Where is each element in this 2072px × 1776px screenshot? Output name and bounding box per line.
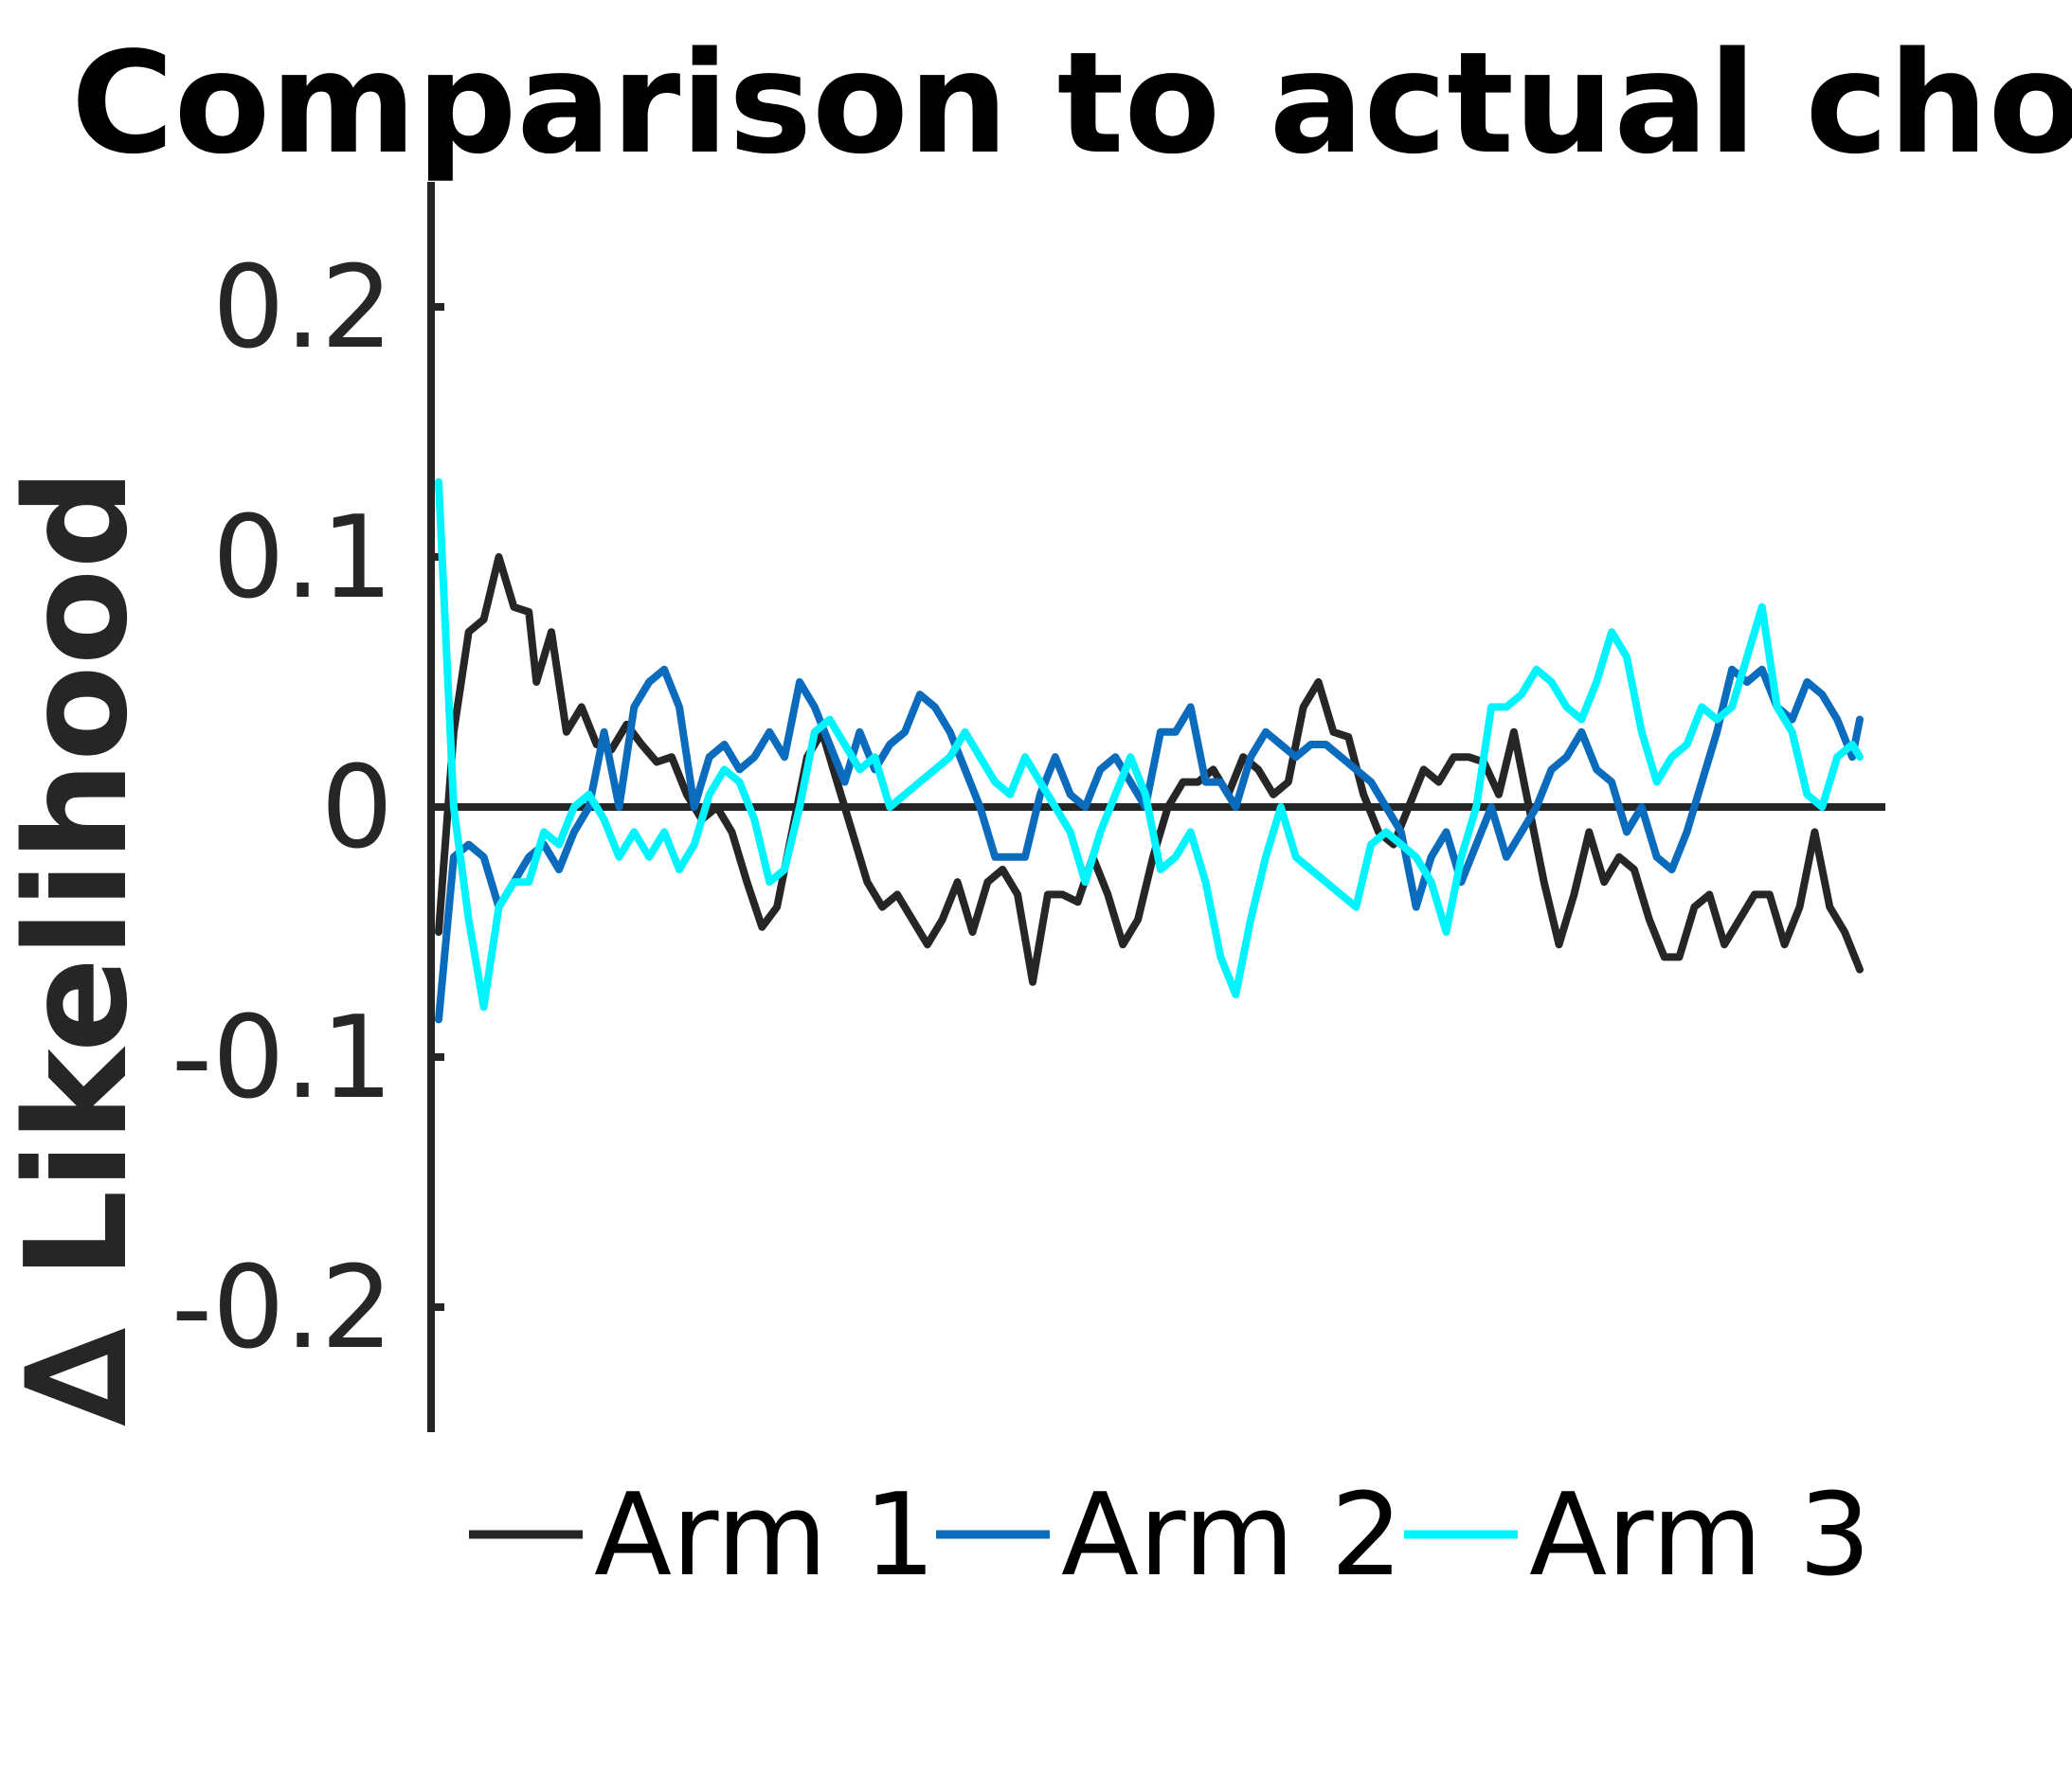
chart-title: Comparison to actual choic [71, 22, 2072, 185]
series-line-arm-2 [435, 665, 1864, 1024]
series-line-arm-3 [435, 477, 1864, 1012]
legend-label-arm-3: Arm 3 [1529, 1470, 1871, 1602]
legend-label-arm-2: Arm 2 [1061, 1470, 1403, 1602]
y-tick-label: 0 [321, 743, 393, 874]
y-tick-label: -0.1 [171, 993, 393, 1124]
y-tick-label: -0.2 [171, 1243, 393, 1374]
series-line-arm-1 [435, 553, 1864, 986]
y-axis-label: ∆ Likelihood [0, 469, 158, 1426]
y-tick-label: 0.2 [212, 242, 393, 374]
legend: Arm 1 Arm 2 Arm 3 [469, 1470, 1871, 1602]
legend-label-arm-1: Arm 1 [594, 1470, 936, 1602]
axes: -0.2 -0.1 0 0.1 0.2 [171, 182, 1885, 1432]
plot-area [435, 477, 1864, 1024]
y-tick-label: 0.1 [212, 493, 393, 624]
